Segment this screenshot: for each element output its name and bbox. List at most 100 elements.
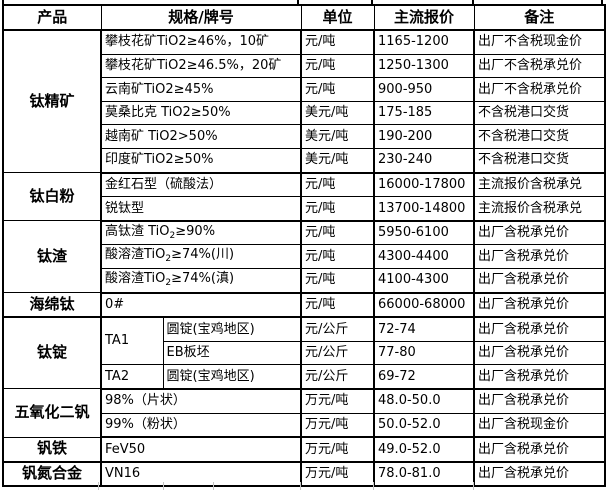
product-cell: 海绵钛: [2, 292, 102, 319]
table-row: 99%（粉状） 万元/吨 50.0-52.0 出厂含税现金价: [3, 412, 606, 439]
table-row: 海绵钛 0# 元/吨 66000-68000 出厂含税承兑价: [2, 292, 606, 319]
note-cell: 不含税港口交货: [473, 147, 606, 174]
note-cell: 主流报价含税承兑: [473, 172, 606, 198]
product-cell: 钛锭: [2, 316, 102, 390]
spec-cell: 金红石型（硫酸法）: [99, 172, 302, 198]
table-row: 钛渣 高钛渣 TiO2≥90% 元/吨 5950-6100 出厂含税承兑价: [2, 220, 606, 294]
price-cell: 5950-6100: [373, 220, 475, 246]
gridline: [213, 482, 214, 490]
gridline: [163, 482, 164, 490]
product-cell: 五氧化二钒: [2, 388, 102, 438]
product-cell: 钛白粉: [2, 172, 102, 222]
unit-cell: 元/公斤: [300, 364, 375, 390]
note-cell: 出厂不含税承兑价: [473, 53, 606, 79]
table-row: 锐钛型 元/吨 13700-14800 主流报价含税承兑: [3, 196, 606, 222]
note-cell: 出厂含税承兑价: [473, 364, 606, 390]
product-cell: 钒氮合金: [2, 461, 102, 488]
product-cell: 钛渣: [2, 220, 102, 294]
note-cell: 主流报价含税承兑: [473, 196, 606, 222]
table-row: 钒氮合金 VN16 万元/吨 78.0-81.0 出厂含税承兑价: [2, 461, 606, 488]
table-row: 莫桑比克 TiO2≥50% 美元/吨 175-185 不含税港口交货: [3, 100, 606, 126]
spec-text: ≥90%: [175, 223, 216, 239]
spec-cell: 酸溶渣TiO2≥74%(川): [99, 244, 302, 269]
gridline: [300, 482, 301, 490]
unit-cell: 元/公斤: [300, 340, 375, 366]
gridline: [473, 482, 474, 490]
grade-cell: TA2: [100, 364, 164, 390]
unit-cell: 万元/吨: [300, 436, 375, 463]
price-cell: 49.0-52.0: [373, 436, 475, 463]
spec-cell: 越南矿 TiO2>50%: [99, 124, 302, 149]
table-row: 五氧化二钒 98%（片状） 万元/吨 48.0-50.0 出厂含税承兑价: [2, 388, 606, 438]
spec-cell: 印度矿TiO2≥50%: [99, 147, 302, 174]
unit-cell: 美元/吨: [300, 100, 375, 126]
gridline: [601, 0, 603, 4]
unit-cell: 元/吨: [300, 267, 375, 294]
price-cell: 13700-14800: [373, 196, 475, 222]
table-row: 钒铁 FeV50 万元/吨 49.0-52.0 出厂含税承兑价: [2, 436, 606, 463]
table-row: TA2 圆锭(宝鸡地区) 元/公斤 69-72 出厂含税承兑价: [3, 364, 606, 390]
spec-cell: 酸溶渣TiO2≥74%(滇): [99, 267, 302, 294]
spec-text: 酸溶渣TiO: [105, 271, 166, 287]
header-row: 产品 规格/牌号 单位 主流报价 备注: [2, 4, 606, 31]
price-cell: 900-950: [373, 77, 475, 102]
spec-subscript: 2: [169, 230, 176, 241]
price-cell: 1250-1300: [373, 53, 475, 79]
spec-cell: 0#: [99, 292, 302, 319]
spec-cell: 圆锭(宝鸡地区): [162, 364, 302, 390]
unit-cell: 万元/吨: [300, 388, 375, 414]
unit-cell: 元/吨: [300, 196, 375, 222]
table-body: 钛精矿 攀枝花矿TiO2≥46%，10矿 元/吨 1165-1200 出厂不含税现金价攀…: [2, 29, 606, 488]
spec-cell: 攀枝花矿TiO2≥46%，10矿: [99, 29, 302, 55]
unit-cell: 元/吨: [300, 244, 375, 269]
table-row: 云南矿TiO2≥45% 元/吨 900-950 出厂不含税承兑价: [3, 77, 606, 102]
table-row: 钛精矿 攀枝花矿TiO2≥46%，10矿 元/吨 1165-1200 出厂不含税现金价: [2, 29, 606, 174]
note-cell: 出厂含税承兑价: [473, 316, 606, 342]
column-header-unit: 单位: [300, 4, 375, 31]
table-row: 印度矿TiO2≥50% 美元/吨 230-240 不含税港口交货: [3, 147, 606, 174]
column-header-price: 主流报价: [373, 4, 475, 31]
spec-cell: FeV50: [99, 436, 302, 463]
product-cell: 钒铁: [2, 436, 102, 463]
table-row: 攀枝花矿TiO2≥46.5%，20矿 元/吨 1250-1300 出厂不含税承兑价: [3, 53, 606, 79]
unit-cell: 美元/吨: [300, 147, 375, 174]
spec-cell: 圆锭(宝鸡地区): [162, 316, 302, 342]
spec-cell: 98%（片状）: [99, 388, 302, 414]
gridline: [472, 0, 474, 4]
column-header-product: 产品: [2, 4, 102, 31]
note-cell: 出厂不含税现金价: [473, 29, 606, 55]
table-row: 酸溶渣TiO2≥74%(川) 元/吨 4300-4400 出厂含税承兑价: [3, 244, 606, 269]
spec-text: ≥74%(川): [171, 247, 235, 263]
price-cell: 48.0-50.0: [373, 388, 475, 414]
price-cell: 190-200: [373, 124, 475, 149]
spec-text: 高钛渣 TiO: [105, 223, 170, 239]
unit-cell: 元/吨: [300, 172, 375, 198]
price-cell: 1165-1200: [373, 29, 475, 55]
price-cell: 50.0-52.0: [373, 412, 475, 439]
unit-cell: 元/吨: [300, 220, 375, 246]
gridline: [2, 0, 4, 4]
spec-text: ≥74%(滇): [171, 271, 235, 287]
spec-cell: 云南矿TiO2≥45%: [99, 77, 302, 102]
price-cell: 77-80: [373, 340, 475, 366]
price-cell: 16000-17800: [373, 172, 475, 198]
price-cell: 66000-68000: [373, 292, 475, 319]
unit-cell: 元/吨: [300, 77, 375, 102]
unit-cell: 美元/吨: [300, 124, 375, 149]
unit-cell: 元/吨: [300, 292, 375, 319]
note-cell: 出厂含税承兑价: [473, 244, 606, 269]
note-cell: 出厂含税承兑价: [473, 220, 606, 246]
note-cell: 不含税港口交货: [473, 100, 606, 126]
price-cell: 72-74: [373, 316, 475, 342]
spec-cell: 高钛渣 TiO2≥90%: [99, 220, 302, 246]
column-header-note: 备注: [473, 4, 606, 31]
unit-cell: 元/吨: [300, 29, 375, 55]
unit-cell: 万元/吨: [300, 461, 375, 488]
gridline: [371, 0, 373, 4]
spec-cell: VN16: [99, 461, 302, 488]
unit-cell: 元/公斤: [300, 316, 375, 342]
gridline: [98, 482, 99, 490]
spec-cell: 锐钛型: [99, 196, 302, 222]
price-cell: 69-72: [373, 364, 475, 390]
table-row: 钛锭 TA1 圆锭(宝鸡地区) 元/公斤 72-74 出厂含税承兑价: [2, 316, 606, 390]
